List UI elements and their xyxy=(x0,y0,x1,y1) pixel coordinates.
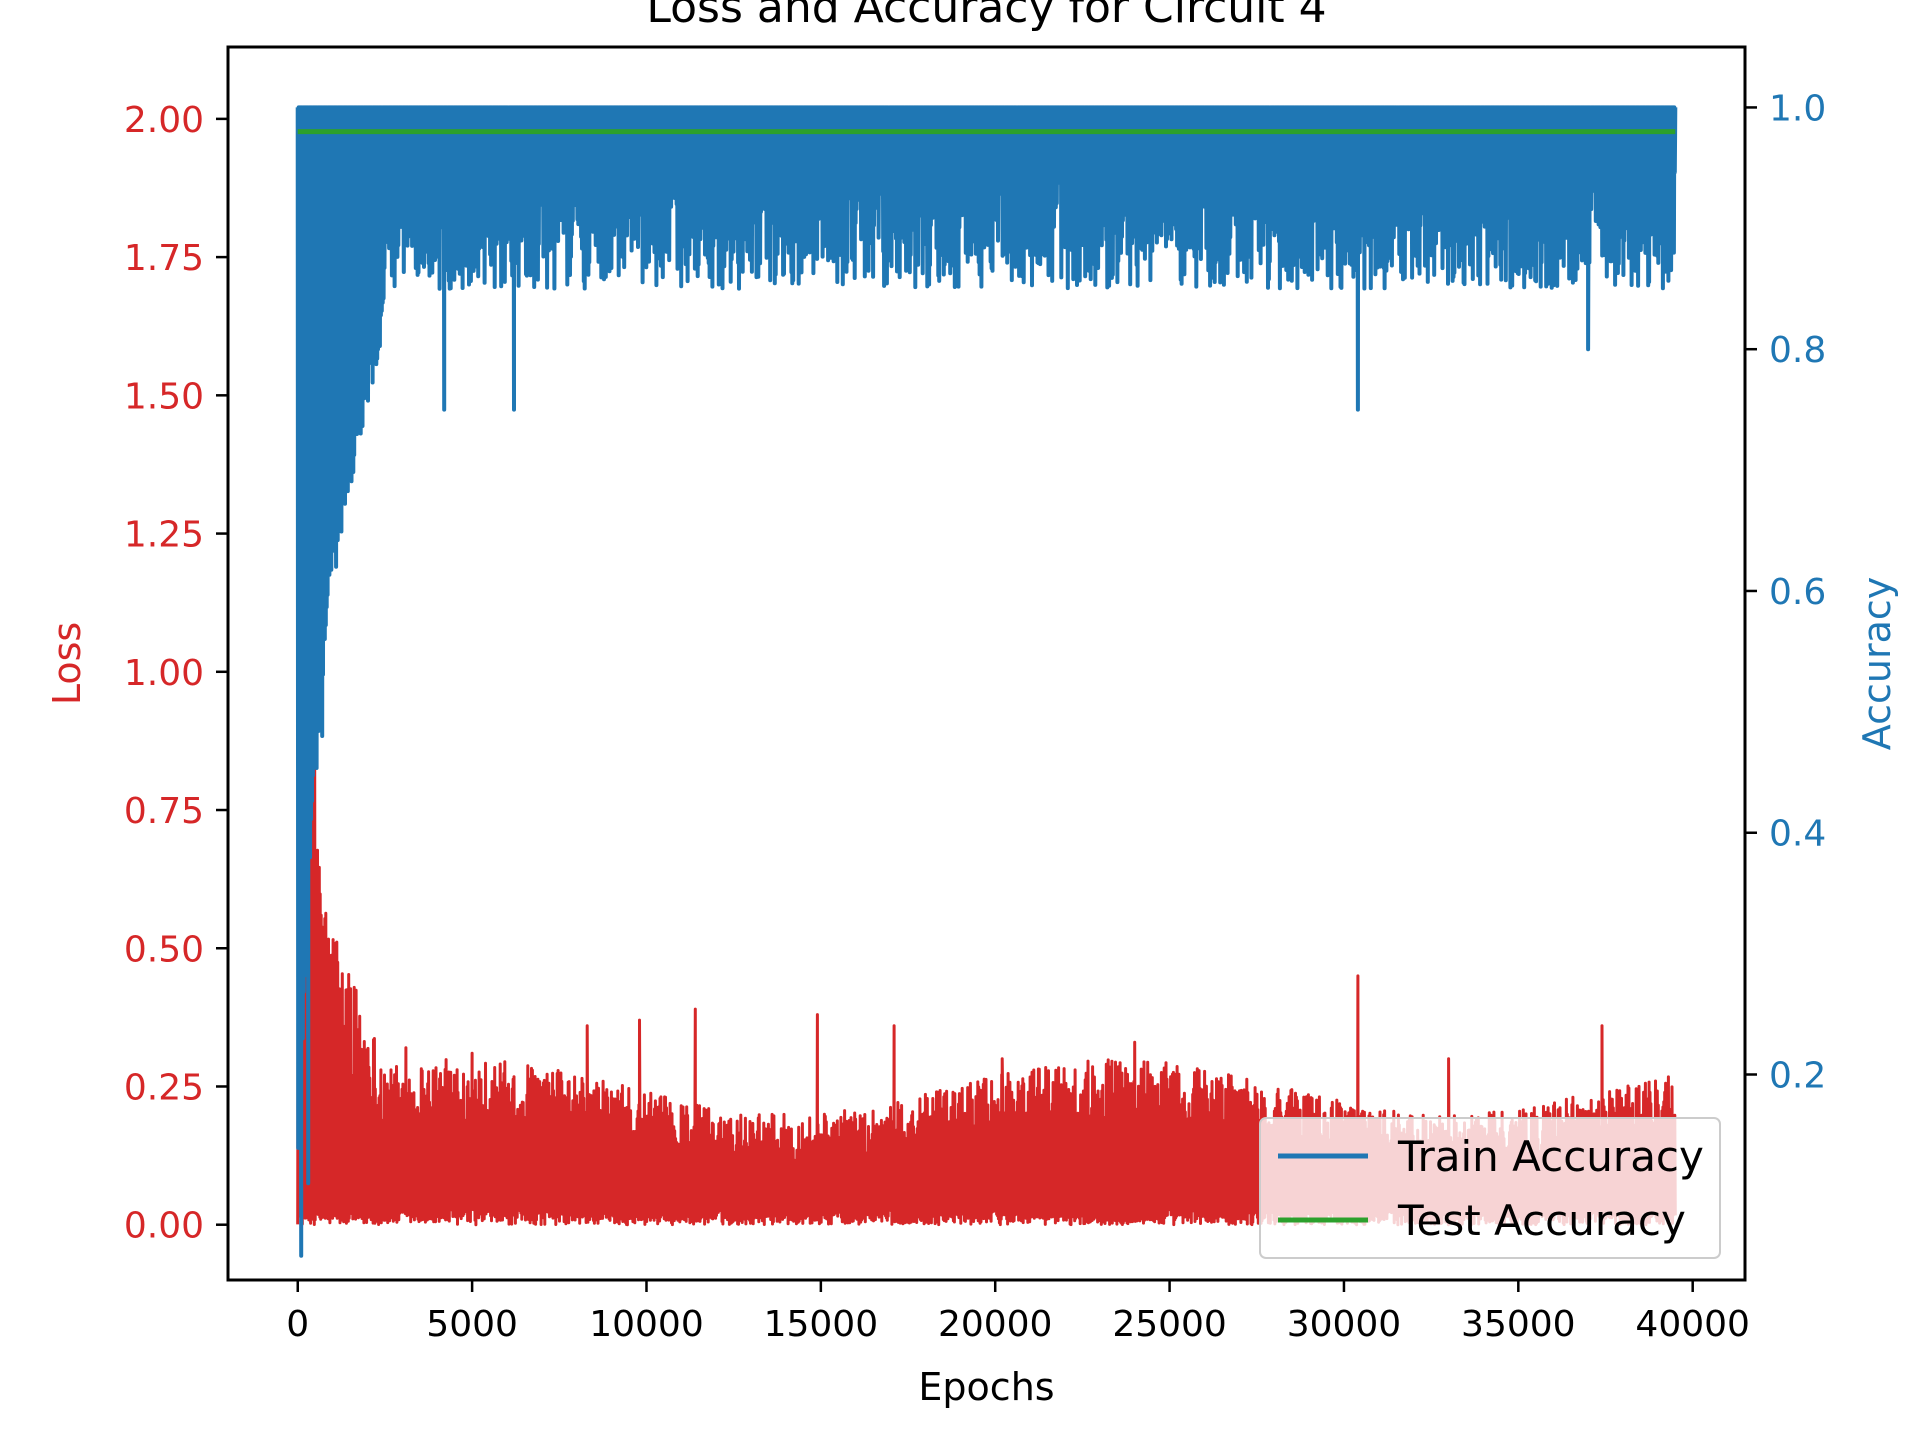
x-tick-label: 25000 xyxy=(1112,1304,1227,1345)
y-left-tick-label: 1.50 xyxy=(124,376,204,417)
y-right-axis-ticks: 0.2 0.4 0.6 0.8 1.0 xyxy=(1745,88,1826,1097)
x-tick-label: 10000 xyxy=(589,1304,704,1345)
y-right-tick-label: 1.0 xyxy=(1769,88,1826,129)
y-right-axis-label: Accuracy xyxy=(1855,577,1899,751)
y-right-tick-label: 0.8 xyxy=(1769,330,1826,371)
x-tick-label: 35000 xyxy=(1461,1304,1576,1345)
legend-box xyxy=(1259,1117,1721,1259)
x-axis-label: Epochs xyxy=(918,1365,1054,1409)
y-left-axis-label: Loss xyxy=(45,622,89,705)
y-left-tick-label: 1.25 xyxy=(124,515,204,556)
x-tick-label: 30000 xyxy=(1287,1304,1402,1345)
y-left-tick-label: 2.00 xyxy=(124,100,204,141)
x-axis-ticks: 0 5000 10000 15000 20000 25000 30000 35000 40000 xyxy=(286,1280,1750,1345)
y-left-tick-label: 0.50 xyxy=(124,929,204,970)
legend: Train Accuracy Test Accuracy xyxy=(1259,1117,1721,1259)
y-left-tick-label: 0.75 xyxy=(124,791,204,832)
x-tick-label: 20000 xyxy=(938,1304,1053,1345)
y-left-tick-label: 0.00 xyxy=(124,1206,204,1247)
y-left-tick-label: 1.00 xyxy=(124,653,204,694)
legend-test-label: Test Accuracy xyxy=(1397,1196,1686,1245)
y-left-tick-label: 0.25 xyxy=(124,1067,204,1108)
x-tick-label: 0 xyxy=(286,1304,309,1345)
y-right-tick-label: 0.6 xyxy=(1769,572,1826,613)
plot-frame xyxy=(226,45,1747,1282)
y-left-tick-label: 1.75 xyxy=(124,238,204,279)
y-left-axis-ticks: 0.00 0.25 0.50 0.75 1.00 1.25 1.50 1.75 2.00 xyxy=(124,100,228,1247)
x-tick-label: 15000 xyxy=(764,1304,879,1345)
legend-train-label: Train Accuracy xyxy=(1397,1132,1704,1181)
x-tick-label: 5000 xyxy=(426,1304,518,1345)
y-right-tick-label: 0.2 xyxy=(1769,1056,1826,1097)
y-right-tick-label: 0.4 xyxy=(1769,814,1826,855)
x-tick-label: 40000 xyxy=(1635,1304,1750,1345)
chart-title: Loss and Accuracy for Circuit 4 xyxy=(646,0,1326,33)
